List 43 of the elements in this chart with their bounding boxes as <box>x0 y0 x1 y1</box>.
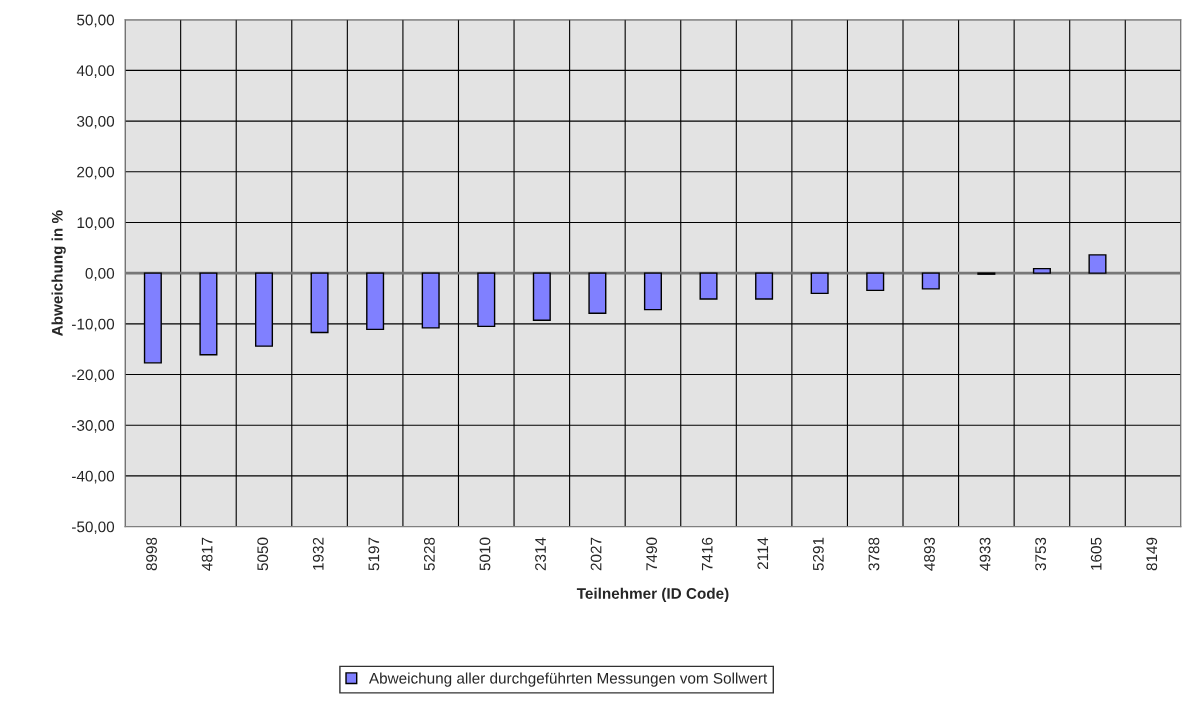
x-tick-label: 5010 <box>479 537 491 571</box>
bar <box>643 272 662 311</box>
bar <box>699 272 718 300</box>
x-axis-title: Teilnehmer (ID Code) <box>576 587 729 602</box>
x-tick-label: 5291 <box>812 537 824 571</box>
x-tick-label: 8998 <box>146 537 157 571</box>
y-tick-label: 10,00 <box>77 217 115 230</box>
x-tick-label: 7416 <box>701 537 713 571</box>
y-axis-title: Abweichung in % <box>51 210 66 336</box>
bar <box>1032 267 1051 274</box>
y-tick-label: -40,00 <box>72 470 115 484</box>
y-tick-label: 40,00 <box>76 65 115 78</box>
x-tick-label: 5050 <box>257 537 269 571</box>
bar <box>755 272 774 300</box>
x-tick-label: 4893 <box>924 537 935 571</box>
x-tick-label: 4817 <box>201 537 213 571</box>
bar <box>1088 254 1107 274</box>
bar <box>532 272 551 321</box>
y-tick-label: 50,00 <box>77 14 115 28</box>
y-tick-label: 0,00 <box>85 268 115 281</box>
y-tick-label: -30,00 <box>72 420 115 433</box>
legend-label: Abweichung aller durchgeführten Messungen vom Sollwert <box>368 672 768 687</box>
x-tick-label: 4933 <box>979 537 991 571</box>
x-tick-label: 7490 <box>646 537 658 571</box>
x-tick-label: 2114 <box>757 537 769 570</box>
x-tick-label: 2314 <box>535 537 546 571</box>
y-tick-label: -20,00 <box>72 369 115 383</box>
bar <box>810 272 829 295</box>
y-tick-label: 20,00 <box>77 166 115 180</box>
y-tick-label: -10,00 <box>72 318 115 332</box>
bar <box>921 272 940 290</box>
x-tick-label: 1605 <box>1090 537 1102 570</box>
x-tick-label: 3753 <box>1035 537 1047 571</box>
x-tick-label: 1932 <box>312 537 324 570</box>
x-tick-label: 5228 <box>423 537 435 571</box>
bar <box>588 272 607 314</box>
x-tick-label: 2027 <box>590 537 602 571</box>
bar <box>866 272 885 292</box>
y-tick-label: 30,00 <box>77 115 115 129</box>
x-tick-label: 3788 <box>868 537 880 571</box>
x-tick-label: 8149 <box>1146 537 1158 571</box>
x-tick-label: 5197 <box>368 537 380 571</box>
y-tick-label: -50,00 <box>72 521 115 535</box>
